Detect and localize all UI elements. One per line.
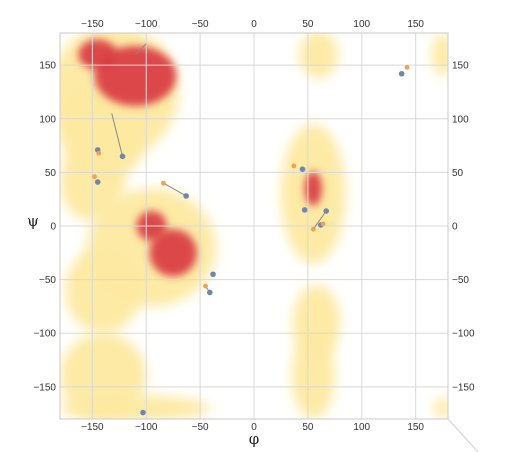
y-tick-label-left-3: 0: [50, 222, 56, 233]
x-tick-label-bottom-1: −100: [135, 422, 158, 433]
orange-point-0-13: [96, 150, 102, 156]
frame-extension: [447, 418, 479, 452]
x-tick-label-top-3: 0: [251, 19, 257, 30]
favored-region-14: [78, 39, 118, 70]
y-tick-label-right-4: −50: [452, 275, 469, 286]
blue-point-0-7: [323, 208, 330, 214]
blue-point-0-5: [299, 166, 306, 172]
x-tick-label-top-0: −150: [81, 19, 104, 30]
y-axis-title: ψ: [27, 212, 39, 230]
blue-point-0-11: [140, 409, 146, 416]
y-tick-label-right-1: 100: [452, 114, 469, 125]
data-points: [92, 64, 410, 416]
blue-point-0-4: [183, 193, 189, 199]
connector-lines: [111, 43, 327, 293]
orange-point-0-19: [203, 283, 208, 289]
x-tick-label-bottom-6: 150: [407, 422, 424, 433]
favored-region-17: [304, 171, 322, 206]
allowed-region-4: [65, 247, 141, 334]
connector-line-1: [163, 182, 187, 197]
x-tick-label-top-2: −50: [192, 19, 209, 30]
y-tick-label-left-4: −50: [39, 275, 56, 286]
blue-point-0-10: [207, 289, 213, 296]
orange-point-0-12: [404, 64, 410, 70]
blue-point-0-0: [398, 70, 405, 77]
y-tick-label-left-1: 100: [39, 114, 56, 125]
x-tick-label-top-4: 50: [302, 19, 314, 30]
blue-point-0-6: [301, 207, 308, 213]
y-tick-label-right-2: 50: [452, 168, 464, 179]
allowed-region-12: [433, 397, 448, 419]
x-tick-label-top-6: 150: [407, 19, 424, 30]
blue-point-0-9: [210, 271, 216, 278]
orange-point-0-16: [291, 163, 297, 169]
axis-ticks: −150 −150 −100 −100 −50 −50 0 0 50 50 100 100 150 150…: [33, 19, 474, 433]
x-tick-label-bottom-5: 100: [353, 422, 370, 433]
y-tick-label-left-6: −150: [33, 382, 56, 393]
x-tick-label-bottom-2: −50: [192, 422, 209, 433]
y-tick-label-right-6: −150: [452, 382, 475, 393]
orange-point-0-14: [92, 174, 97, 180]
y-tick-label-left-5: −100: [33, 329, 56, 340]
connector-line-2: [135, 43, 147, 55]
plot-frame: [59, 32, 449, 420]
x-tick-label-top-1: −100: [135, 19, 158, 30]
connector-line-3: [312, 210, 327, 230]
orange-point-0-17: [310, 226, 316, 232]
allowed-region-10: [291, 333, 335, 419]
y-tick-label-left-0: 150: [39, 61, 56, 72]
orange-point-0-18: [320, 221, 326, 227]
favored-region-15: [149, 229, 197, 277]
x-tick-label-bottom-0: −150: [81, 422, 104, 433]
blue-point-0-2: [119, 153, 126, 160]
allowed-region-11: [431, 33, 448, 76]
x-axis-title: φ: [249, 430, 260, 448]
orange-point-0-15: [161, 180, 166, 186]
x-tick-label-bottom-4: 50: [302, 422, 314, 433]
y-tick-label-right-3: 0: [452, 222, 458, 233]
y-tick-label-right-0: 150: [452, 61, 469, 72]
allowed-region-6: [60, 395, 211, 419]
allowed-region-8: [299, 33, 339, 79]
grid-lines: [60, 33, 448, 419]
blue-point-0-3: [94, 179, 101, 185]
connector-line-0: [111, 113, 123, 157]
y-tick-label-right-5: −100: [452, 329, 475, 340]
x-tick-label-top-5: 100: [353, 19, 370, 30]
x-tick-label-bottom-3: 0: [251, 422, 257, 433]
y-tick-label-left-2: 50: [45, 168, 57, 179]
